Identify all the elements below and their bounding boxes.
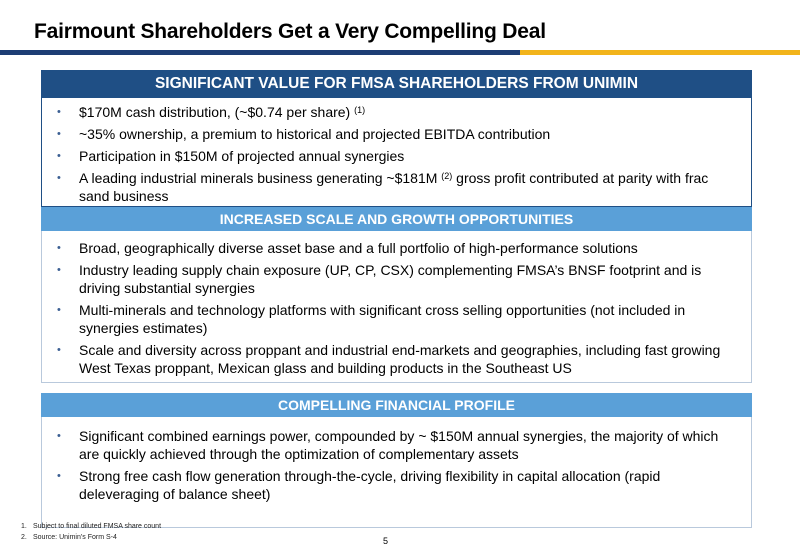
bullet-icon: • [57,264,61,276]
panel-body: • Broad, geographically diverse asset bas… [41,231,752,383]
bullet-text: Significant combined earnings power, com… [79,428,719,462]
page-number: 5 [383,536,389,546]
bullet-list: • $170M cash distribution, (~$0.74 per sh… [42,103,751,205]
list-item: • Industry leading supply chain exposure … [42,261,751,297]
panel-body: • $170M cash distribution, (~$0.74 per sh… [41,98,752,207]
bullet-icon: • [57,304,61,316]
bullet-text: Industry leading supply chain exposure (… [79,262,702,296]
list-item: • Significant combined earnings power, co… [42,427,751,463]
panel-heading: SIGNIFICANT VALUE FOR FMSA SHAREHOLDERS … [41,70,752,98]
bullet-text-cont: gross profit contributed at parity with … [79,170,709,204]
footnote-text: Subject to final diluted FMSA share coun… [33,523,162,530]
title-rule-gold [520,50,800,55]
bullet-icon: • [57,128,61,140]
bullet-icon: • [57,470,61,482]
bullet-text: Scale and diversity across proppant and … [79,342,721,376]
bullet-text: ~35% ownership, a premium to historical … [79,126,551,142]
bullet-list: • Significant combined earnings power, co… [42,427,751,503]
panel-heading: COMPELLING FINANCIAL PROFILE [41,393,752,417]
bullet-icon: • [57,344,61,356]
panel-heading: INCREASED SCALE AND GROWTH OPPORTUNITIES [41,207,752,231]
panel-shareholder-value: SIGNIFICANT VALUE FOR FMSA SHAREHOLDERS … [41,70,752,207]
bullet-text: $170M cash distribution, (~$0.74 per sha… [79,104,355,120]
bullet-text: A leading industrial minerals business g… [79,170,442,186]
footnote-ref: (2) [441,171,453,181]
bullet-text: Participation in $150M of projected annu… [79,148,405,164]
bullet-icon: • [57,150,61,162]
footnote: 2. Source: Unimin’s Form S-4 [21,532,161,543]
title-rule-blue [0,50,520,55]
list-item: • $170M cash distribution, (~$0.74 per sh… [42,103,751,121]
list-item: • ~35% ownership, a premium to historical… [42,125,751,143]
bullet-list: • Broad, geographically diverse asset bas… [42,239,751,377]
bullet-icon: • [57,172,61,184]
list-item: • Broad, geographically diverse asset bas… [42,239,751,257]
footnote: 1. Subject to final diluted FMSA share co… [21,521,161,532]
footnote-text: Source: Unimin’s Form S-4 [33,534,117,541]
bullet-text: Multi-minerals and technology platforms … [79,302,686,336]
list-item: • A leading industrial minerals business … [42,169,751,205]
bullet-icon: • [57,106,61,118]
list-item: • Participation in $150M of projected ann… [42,147,751,165]
footnote-ref: (1) [354,105,366,115]
panel-body: • Significant combined earnings power, co… [41,417,752,528]
panel-financial-profile: COMPELLING FINANCIAL PROFILE • Significan… [41,393,752,528]
list-item: • Scale and diversity across proppant and… [42,341,751,377]
footnotes: 1. Subject to final diluted FMSA share co… [21,521,161,543]
bullet-icon: • [57,430,61,442]
footnote-number: 1. [21,523,27,530]
list-item: • Multi-minerals and technology platforms… [42,301,751,337]
bullet-icon: • [57,242,61,254]
panel-scale-growth: INCREASED SCALE AND GROWTH OPPORTUNITIES… [41,207,752,383]
page-title: Fairmount Shareholders Get a Very Compel… [34,20,546,43]
bullet-text: Broad, geographically diverse asset base… [79,240,638,256]
bullet-text: Strong free cash flow generation through… [79,468,661,502]
title-rule [0,50,800,55]
list-item: • Strong free cash flow generation throug… [42,467,751,503]
footnote-number: 2. [21,534,27,541]
